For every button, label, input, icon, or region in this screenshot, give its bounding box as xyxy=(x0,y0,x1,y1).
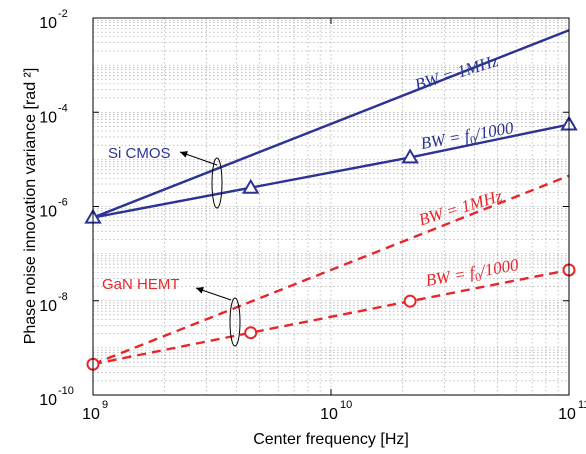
y-tick-exponent: -6 xyxy=(58,197,68,209)
group-arrowhead-0 xyxy=(180,151,188,158)
series-line-3 xyxy=(92,268,570,366)
x-tick-exponent: 10 xyxy=(340,399,352,411)
bw-annotation-0: BW = 1MHz xyxy=(412,51,500,94)
series-line-1 xyxy=(92,123,570,219)
y-tick-exponent: -8 xyxy=(58,291,68,303)
y-tick-label: 10 xyxy=(39,204,57,221)
group-arrowhead-1 xyxy=(196,287,204,294)
bw-annotation-3: BW = f0/1000 xyxy=(424,255,521,293)
x-tick-label: 10 xyxy=(558,406,576,423)
y-tick-label: 10 xyxy=(39,15,57,32)
group-ellipse-0 xyxy=(211,157,223,209)
y-tick-label: 10 xyxy=(39,392,57,409)
y-tick-exponent: -4 xyxy=(58,102,68,114)
x-tick-exponent: 9 xyxy=(102,399,108,411)
triangle-marker xyxy=(401,148,419,164)
x-tick-exponent: 11 xyxy=(578,399,586,411)
x-tick-label: 10 xyxy=(320,406,338,423)
group-label-1: GaN HEMT xyxy=(102,276,180,293)
x-tick-label: 10 xyxy=(82,406,100,423)
y-tick-label: 10 xyxy=(39,298,57,315)
series-line-2 xyxy=(92,174,570,366)
circle-marker xyxy=(244,326,258,340)
y-axis-label: Phase noise innovation variance [rad ²] xyxy=(22,68,39,345)
y-tick-exponent: -10 xyxy=(58,385,74,397)
group-label-0: Si CMOS xyxy=(108,145,171,162)
triangle-marker xyxy=(241,178,260,194)
series-line-0 xyxy=(92,29,570,219)
group-ellipse-1 xyxy=(229,297,241,347)
bw-annotation-1: BW = f0/1000 xyxy=(419,118,516,156)
grid xyxy=(93,18,569,395)
y-tick-exponent: -2 xyxy=(58,8,68,20)
x-axis-label: Center frequency [Hz] xyxy=(253,431,409,448)
circle-marker xyxy=(403,294,417,308)
y-tick-label: 10 xyxy=(39,109,57,126)
